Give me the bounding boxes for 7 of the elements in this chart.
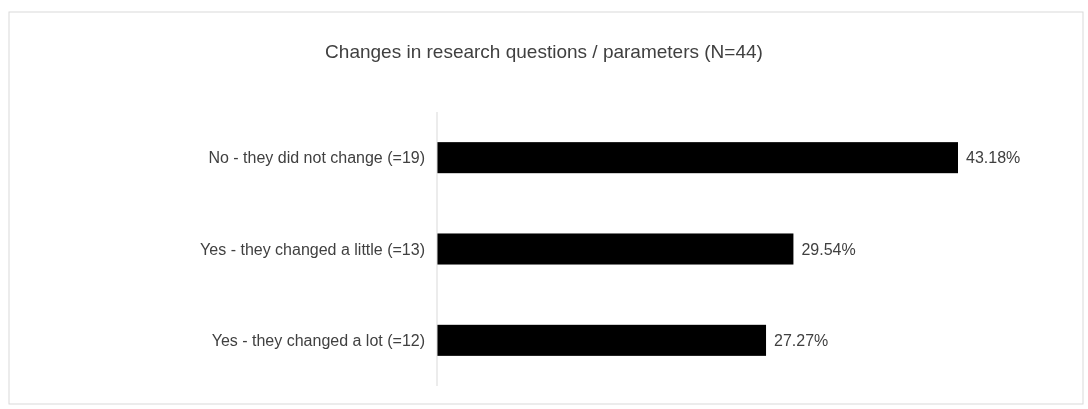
data-label: 43.18% [966, 149, 1021, 167]
data-label: 27.27% [774, 331, 829, 349]
y-tick-label: Yes - they changed a little (=13) [200, 240, 425, 258]
chart-title: Changes in research questions / parameters (N=44) [325, 41, 763, 62]
y-tick-label: Yes - they changed a lot (=12) [211, 331, 425, 349]
data-label: 29.54% [801, 240, 856, 258]
y-tick-label: No - they did not change (=19) [208, 149, 425, 167]
